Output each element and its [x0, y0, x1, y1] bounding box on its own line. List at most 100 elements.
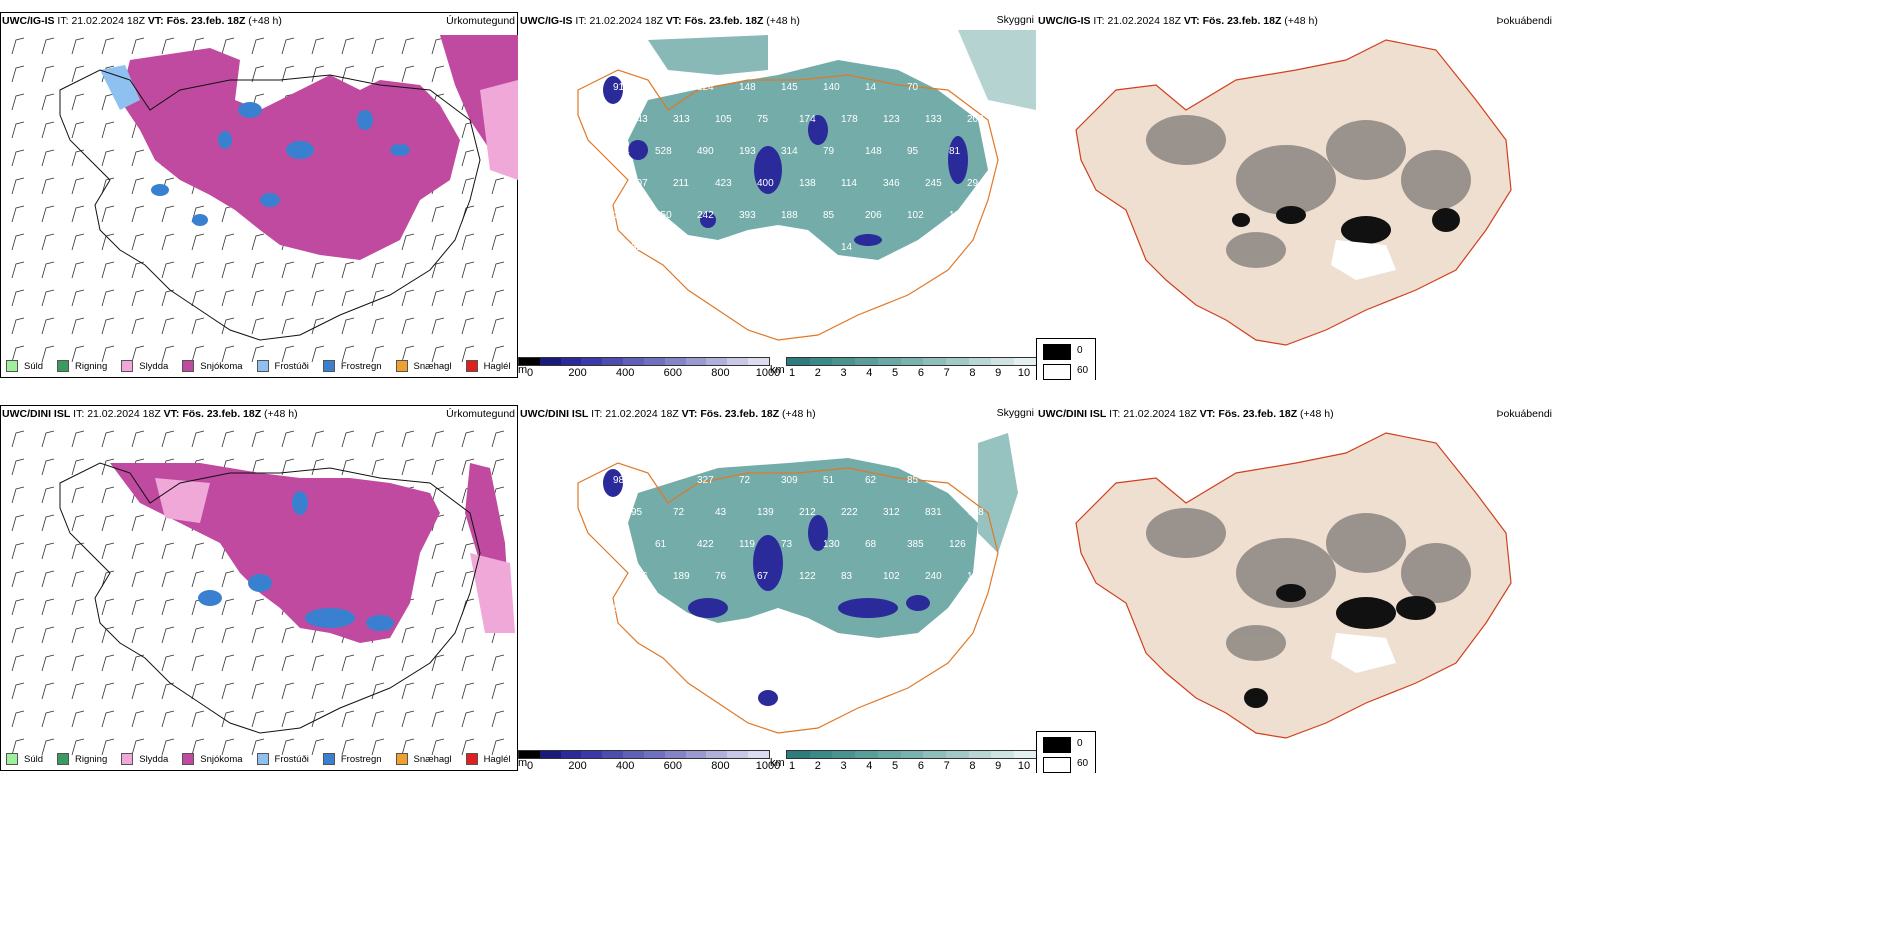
cloud-height-label: 95 — [907, 146, 919, 157]
wind-barb — [251, 289, 265, 307]
wind-barb — [251, 626, 265, 644]
cloud-height-label: 66 — [799, 242, 811, 253]
wind-barb — [101, 542, 115, 560]
legend-item-snjokoma: Snjókoma — [182, 753, 243, 765]
colorbar-ticks: 0 200 400 600 800 1000 — [527, 367, 780, 380]
wind-barb — [11, 486, 25, 504]
cloud-height-label: 126 — [949, 539, 966, 550]
colorbar-tick-label: 7 — [943, 760, 950, 772]
wind-barb — [431, 570, 445, 588]
wind-barb — [41, 738, 55, 756]
fog-map-bottom — [1075, 432, 1512, 739]
cloud-height-label: 85 — [907, 475, 919, 486]
cloud-map-bottom: 98 145 327 72 309 51 62 85 101 95 72 43 139 212 222 312… — [577, 433, 1018, 734]
cloud-height-label: 85 — [823, 210, 835, 221]
legend-item-frostregn: Frostregn — [322, 360, 382, 372]
colorbar-tick-label: 7 — [943, 367, 950, 379]
wind-barb — [101, 289, 115, 307]
vt-label: VT: — [163, 408, 180, 420]
colorbar-swatch — [900, 751, 924, 758]
legend-item-hagel: Haglél — [465, 360, 511, 372]
colorbar-tick-label: 6 — [917, 760, 924, 772]
legend-item-hagel: Haglél — [465, 753, 511, 765]
model-name: UWC/IG-IS — [2, 15, 55, 27]
colorbar-swatch — [923, 751, 947, 758]
legend-item-snaehagl: Snæhagl — [395, 360, 452, 372]
colorbar-swatch — [685, 751, 707, 758]
legend-label: Rigning — [75, 360, 108, 372]
cloud-height-label: 150 — [655, 210, 672, 221]
colorbar-tick-label: 10 — [1017, 760, 1031, 772]
wind-barb — [41, 710, 55, 728]
legend-swatch — [182, 753, 195, 765]
wind-barb — [71, 514, 85, 532]
wind-barb — [71, 317, 85, 335]
colorbar-swatches — [518, 750, 770, 759]
colorbar-tick-label: 1000 — [755, 760, 781, 772]
colorbar-swatch — [664, 358, 686, 365]
legend-swatch — [395, 360, 408, 372]
wind-barb — [371, 654, 385, 672]
colorbar-swatch — [946, 358, 969, 365]
colorbar-swatch — [991, 751, 1015, 758]
colorbar-swatch — [727, 751, 749, 758]
wind-barb — [101, 486, 115, 504]
wind-barb — [431, 458, 445, 476]
wind-barb — [71, 682, 85, 700]
cloud-height-label: 102 — [907, 210, 924, 221]
wind-barb — [281, 65, 295, 83]
wind-barb — [221, 738, 235, 756]
fog-legend-light-swatch — [1043, 757, 1071, 773]
wind-barb — [251, 738, 265, 756]
colorbar-swatch — [560, 358, 582, 365]
legend-swatch — [121, 360, 134, 372]
cloud-height-label: 14 — [865, 82, 877, 93]
wind-barb — [401, 710, 415, 728]
cloud-height-label: 138 — [799, 178, 816, 189]
cloud-height-label: 309 — [781, 475, 798, 486]
wind-barb — [401, 345, 415, 363]
wind-barb — [191, 37, 205, 55]
wind-barb — [131, 205, 145, 223]
colorbar-tick-label: 1 — [788, 760, 796, 772]
cloud-height-label: 148 — [865, 146, 882, 157]
legend-label: Rigning — [75, 753, 108, 765]
wind-barb — [11, 177, 25, 195]
wind-barb — [101, 430, 115, 448]
vt-value: Fös. 23.feb. 18Z — [166, 15, 246, 27]
low-cloud-patches — [603, 469, 930, 706]
wind-barb — [71, 121, 85, 139]
fog-shading — [1146, 508, 1471, 661]
wind-barb — [341, 430, 355, 448]
wind-barb — [461, 598, 475, 616]
wind-barb — [71, 65, 85, 83]
wind-barb — [281, 37, 295, 55]
wind-barb — [11, 93, 25, 111]
wind-barb — [491, 261, 505, 279]
colorbar-swatch — [855, 751, 878, 758]
legend-label: Slydda — [139, 360, 169, 372]
wind-barb — [11, 149, 25, 167]
wind-barb — [371, 710, 385, 728]
wind-barb — [41, 682, 55, 700]
colorbar-tick-label: 800 — [711, 367, 730, 379]
wind-barb — [371, 65, 385, 83]
wind-barb — [161, 654, 175, 672]
cloud-height-label: 400 — [757, 178, 774, 189]
wind-barb — [251, 261, 265, 279]
vis-teal-area — [628, 458, 978, 638]
colorbar-swatch — [623, 751, 644, 758]
wind-barb — [221, 345, 235, 363]
wind-barb — [371, 261, 385, 279]
cloud-height-label: 61 — [655, 539, 667, 550]
cloud-height-label: 423 — [715, 178, 732, 189]
vt-value: Fös. 23.feb. 18Z — [182, 408, 262, 420]
cloud-height-label: 422 — [697, 539, 714, 550]
wind-barb — [71, 430, 85, 448]
wind-barb — [401, 37, 415, 55]
fog-map-top — [1075, 39, 1512, 346]
wind-barb — [41, 486, 55, 504]
wind-barb — [221, 682, 235, 700]
cloud-height-label: 74 — [715, 242, 727, 253]
wind-barb — [161, 626, 175, 644]
